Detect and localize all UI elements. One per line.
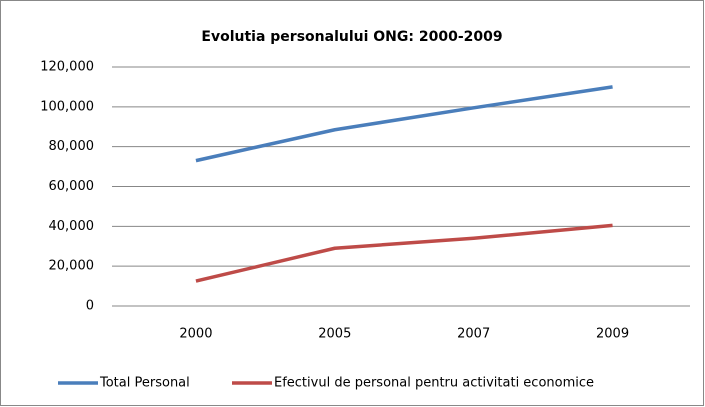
series-line bbox=[195, 223, 613, 283]
x-tick-label: 2009 bbox=[596, 327, 629, 342]
y-tick-label: 100,000 bbox=[40, 99, 94, 114]
y-tick-label: 20,000 bbox=[49, 259, 95, 274]
y-tick-label: 80,000 bbox=[49, 139, 95, 154]
legend-label: Total Personal bbox=[99, 376, 190, 391]
series-line bbox=[195, 85, 613, 163]
chart-title: Evolutia personalului ONG: 2000-2009 bbox=[201, 29, 502, 45]
legend-label: Efectivul de personal pentru activitati … bbox=[274, 376, 594, 391]
x-tick-label: 2007 bbox=[457, 327, 490, 342]
x-tick-label: 2000 bbox=[179, 327, 212, 342]
y-tick-label: 0 bbox=[86, 299, 94, 314]
y-tick-label: 40,000 bbox=[49, 219, 95, 234]
y-tick-label: 120,000 bbox=[40, 60, 94, 75]
x-tick-label: 2005 bbox=[318, 327, 351, 342]
y-tick-label: 60,000 bbox=[49, 179, 95, 194]
